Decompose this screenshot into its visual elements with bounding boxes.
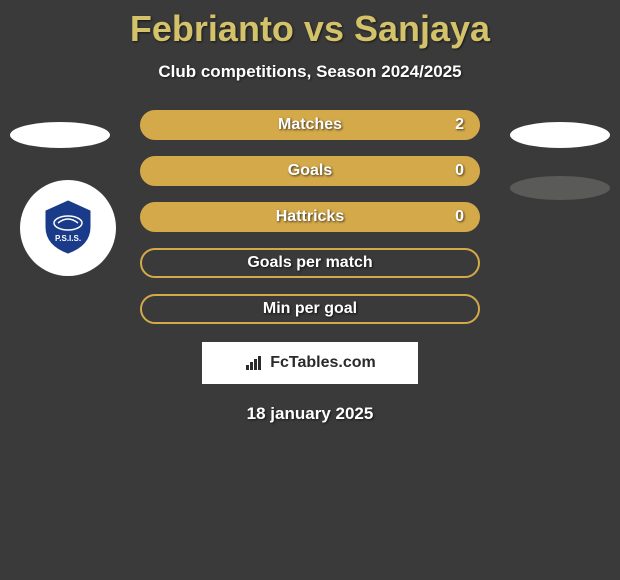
stat-value: 0 — [455, 208, 464, 226]
stat-value: 2 — [455, 116, 464, 134]
chart-icon — [244, 355, 264, 371]
stat-bar: Matches 2 — [140, 110, 480, 140]
stat-label: Matches — [278, 116, 342, 134]
stat-label: Min per goal — [263, 300, 357, 318]
stat-bar: Hattricks 0 — [140, 202, 480, 232]
page-title: Febrianto vs Sanjaya — [0, 0, 620, 50]
stat-label: Goals per match — [247, 254, 372, 272]
date-label: 18 january 2025 — [0, 404, 620, 424]
stat-value: 0 — [455, 162, 464, 180]
stat-row-matches: Matches 2 — [0, 110, 620, 140]
stat-row-goals: Goals 0 — [0, 156, 620, 186]
page-subtitle: Club competitions, Season 2024/2025 — [0, 62, 620, 82]
stat-row-hattricks: Hattricks 0 — [0, 202, 620, 232]
stats-container: Matches 2 Goals 0 Hattricks 0 Goals per … — [0, 110, 620, 324]
stat-label: Goals — [288, 162, 332, 180]
stat-row-min-per-goal: Min per goal — [0, 294, 620, 324]
stat-row-goals-per-match: Goals per match — [0, 248, 620, 278]
stat-bar: Goals per match — [140, 248, 480, 278]
branding-badge: FcTables.com — [202, 342, 418, 384]
stat-label: Hattricks — [276, 208, 344, 226]
stat-bar: Goals 0 — [140, 156, 480, 186]
branding-text: FcTables.com — [270, 354, 376, 372]
stat-bar: Min per goal — [140, 294, 480, 324]
